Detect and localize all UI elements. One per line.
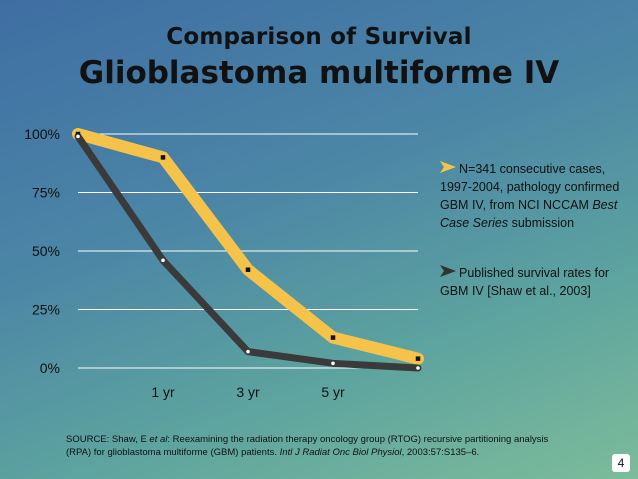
y-tick-label: 100% bbox=[24, 126, 60, 142]
page-number: 4 bbox=[612, 454, 630, 472]
legend-item-best-case: N=341 consecutive cases, 1997-2004, path… bbox=[440, 160, 630, 232]
source-prefix: SOURCE: Shaw, E bbox=[66, 434, 150, 445]
y-tick-label: 75% bbox=[32, 185, 60, 201]
legend-item-published-text: Published survival rates for GBM IV [Sha… bbox=[440, 266, 610, 298]
slide-title: Comparison of Survival bbox=[166, 24, 472, 50]
data-point bbox=[160, 155, 166, 160]
data-point bbox=[330, 335, 336, 340]
slide-subtitle: Glioblastoma multiforme IV bbox=[78, 55, 560, 91]
legend-item-best-case-italic: Best Case Series bbox=[440, 198, 618, 230]
y-tick-label: 50% bbox=[32, 243, 60, 259]
data-point bbox=[416, 366, 420, 370]
source-middle: : Reexamining the radiation therapy onco… bbox=[66, 434, 549, 458]
data-point bbox=[415, 356, 421, 361]
x-tick-label: 5 yr bbox=[321, 384, 345, 400]
series-line bbox=[74, 132, 422, 372]
x-tick-label: 3 yr bbox=[236, 384, 260, 400]
source-citation: SOURCE: Shaw, E et al: Reexamining the r… bbox=[66, 433, 576, 459]
source-et-al: et al bbox=[149, 434, 168, 445]
source-suffix: , 2003:57:S135–6. bbox=[401, 447, 480, 458]
dark-arrow-icon bbox=[440, 264, 456, 282]
data-point bbox=[245, 267, 251, 272]
yellow-arrow-icon bbox=[440, 160, 456, 178]
legend-item-published: Published survival rates for GBM IV [Sha… bbox=[440, 264, 630, 300]
y-tick-label: 0% bbox=[40, 360, 60, 376]
legend-item-best-case-text: N=341 consecutive cases, 1997-2004, path… bbox=[440, 162, 620, 212]
x-tick-label: 1 yr bbox=[151, 384, 175, 400]
data-point bbox=[75, 131, 81, 137]
data-point bbox=[246, 349, 250, 354]
source-journal: Intl J Radiat Onc Biol Physiol bbox=[279, 447, 402, 458]
legend-item-best-case-suffix: submission bbox=[508, 216, 575, 230]
data-point bbox=[76, 134, 80, 139]
data-point bbox=[161, 258, 165, 263]
y-tick-label: 25% bbox=[32, 302, 60, 318]
data-point bbox=[331, 361, 335, 366]
series-line bbox=[72, 128, 424, 365]
